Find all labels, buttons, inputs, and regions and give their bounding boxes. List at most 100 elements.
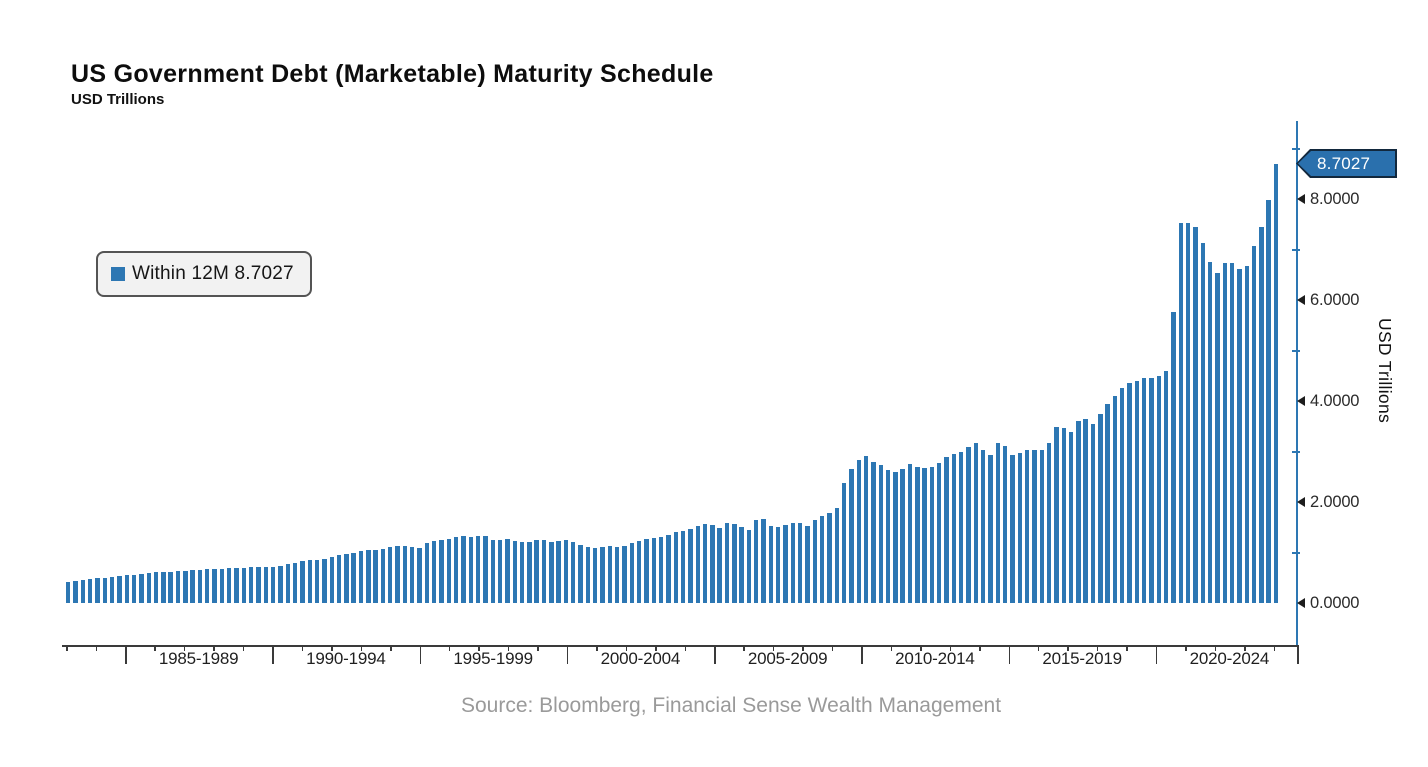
y-tick-label: 6.0000 (1310, 291, 1360, 309)
bar (109, 576, 115, 603)
x-group-divider (1008, 645, 1010, 664)
bar (351, 552, 356, 603)
bar (863, 456, 869, 603)
bar (1002, 445, 1008, 603)
x-year-tick (979, 645, 981, 651)
bar (1251, 246, 1257, 603)
x-group-label: 2015-2019 (1042, 649, 1122, 668)
bar (424, 543, 430, 603)
y-tick-label: 0.0000 (1310, 594, 1360, 612)
x-year-tick (301, 645, 304, 651)
bar (183, 570, 188, 603)
bar (871, 461, 876, 603)
bar (410, 546, 415, 603)
bar (1266, 200, 1271, 603)
bar (124, 575, 129, 603)
bar (600, 546, 605, 603)
bar (885, 470, 891, 603)
y-axis-title: USD Trillions (1375, 318, 1395, 424)
bar (373, 549, 378, 603)
bar (556, 540, 561, 603)
bar (344, 553, 349, 603)
bar (490, 539, 495, 603)
x-group-label: 1985-1989 (158, 649, 239, 668)
latest-value-callout: 8.7027 (1296, 149, 1397, 178)
bar (453, 536, 459, 603)
bar (1105, 403, 1110, 603)
bar (249, 567, 254, 603)
bar (461, 535, 466, 603)
bar (358, 551, 364, 603)
bar (673, 532, 678, 603)
bar (988, 455, 993, 603)
bar (87, 579, 93, 603)
bar (966, 447, 971, 603)
y-tick-label: 2.0000 (1310, 493, 1360, 511)
bar (1120, 388, 1125, 603)
bar (512, 541, 517, 603)
x-year-tick (772, 645, 775, 651)
bar (1149, 378, 1154, 603)
latest-value-callout-body: 8.7027 (1298, 151, 1395, 176)
bar (1244, 266, 1249, 603)
x-year-tick (1096, 645, 1099, 651)
bar (607, 546, 613, 603)
x-year-tick (66, 645, 68, 651)
bar (907, 464, 913, 603)
x-year-tick (655, 645, 657, 651)
x-year-tick (625, 645, 628, 651)
bar (995, 442, 1001, 603)
x-year-tick (596, 645, 598, 651)
y-minor-tick (1292, 248, 1300, 251)
bar (1215, 273, 1220, 603)
x-group-label: 1995-1999 (453, 649, 533, 668)
bar (724, 522, 730, 603)
bar (190, 570, 195, 603)
x-year-tick (1273, 645, 1276, 651)
bar (153, 572, 159, 603)
bar (285, 564, 290, 603)
bar (1164, 370, 1169, 603)
x-year-tick (331, 645, 333, 651)
bar (219, 568, 225, 603)
x-year-tick (183, 645, 186, 651)
bar (805, 526, 810, 603)
bar (768, 526, 774, 603)
x-year-tick (242, 645, 245, 651)
bar (571, 541, 576, 603)
x-group-label: 1990-1994 (306, 649, 386, 668)
bar (1259, 226, 1264, 603)
bar (922, 468, 927, 603)
bar (790, 523, 796, 603)
x-year-tick (1037, 645, 1040, 651)
bar (329, 556, 334, 603)
x-year-tick (890, 645, 893, 651)
bar (292, 562, 298, 603)
bar (651, 538, 656, 603)
bar (395, 545, 400, 603)
bar (402, 546, 408, 603)
x-group-divider (1155, 645, 1158, 664)
bar (483, 536, 488, 603)
bar (1185, 223, 1191, 603)
bar (615, 547, 620, 603)
bar (234, 567, 239, 603)
bar (475, 536, 481, 603)
bar (212, 569, 217, 603)
bar (915, 466, 920, 603)
bar (519, 542, 525, 603)
bar (1134, 380, 1140, 603)
y-major-tick (1297, 194, 1305, 204)
bar (1229, 263, 1235, 603)
x-group-divider (1297, 645, 1299, 664)
x-year-tick (478, 645, 480, 651)
bar (878, 465, 883, 603)
bar (900, 469, 905, 603)
bar (497, 540, 503, 603)
bar (1178, 222, 1184, 603)
bar (1068, 431, 1074, 603)
bar (739, 527, 744, 603)
bar (1054, 427, 1059, 603)
bar (695, 525, 700, 603)
y-minor-tick (1292, 349, 1300, 352)
